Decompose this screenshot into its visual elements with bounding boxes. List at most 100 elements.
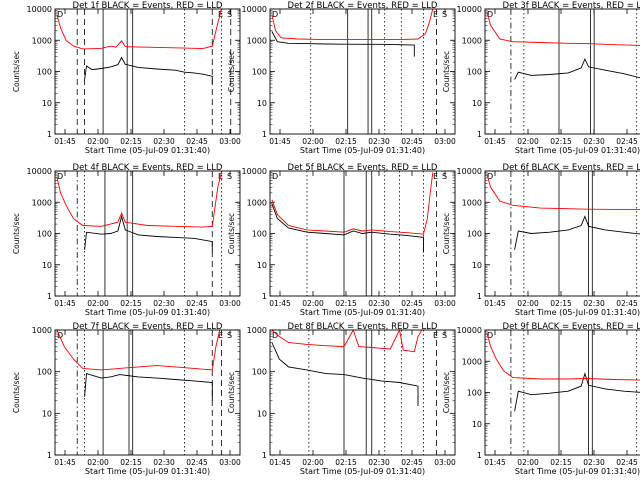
y-tick-label: 1 xyxy=(477,292,482,301)
y-tick-label: 1000 xyxy=(462,198,482,207)
x-tick-label: 02:00 xyxy=(517,458,539,467)
series-events-line xyxy=(514,215,640,250)
chart-title: Det 7f BLACK = Events, RED = LLD xyxy=(73,322,223,332)
series-events-line xyxy=(84,56,213,84)
flag-label: D xyxy=(272,10,278,19)
y-axis-label: Counts/sec xyxy=(442,213,451,254)
x-tick-label: 01:45 xyxy=(269,299,291,308)
y-tick-label: 10000 xyxy=(242,167,267,176)
y-tick-label: 100 xyxy=(37,68,52,77)
x-tick-label: 02:45 xyxy=(616,458,638,467)
x-tick-label: 01:45 xyxy=(484,137,506,146)
x-tick-label: 02:15 xyxy=(335,299,357,308)
x-tick-label: 02:30 xyxy=(368,299,390,308)
chart-title: Det 8f BLACK = Events, RED = LLD xyxy=(288,322,438,332)
x-tick-label: 02:00 xyxy=(87,137,109,146)
series-events-line xyxy=(514,57,640,80)
plot-frame xyxy=(484,170,640,297)
y-axis-label: Counts/sec xyxy=(442,51,451,92)
x-tick-label: 02:45 xyxy=(616,299,638,308)
plot-frame xyxy=(54,329,241,456)
flag-label: S xyxy=(442,331,447,340)
x-tick-label: 02:00 xyxy=(87,458,109,467)
plot-frame xyxy=(54,8,241,135)
x-axis-label: Start Time (05-Jul-09 01:31:40) xyxy=(515,146,640,155)
y-tick-label: 10 xyxy=(472,420,482,429)
y-tick-label: 1000 xyxy=(32,198,52,207)
y-tick-label: 100 xyxy=(467,68,482,77)
x-tick-label: 02:00 xyxy=(517,299,539,308)
x-tick-label: 03:00 xyxy=(434,458,456,467)
y-tick-label: 1000 xyxy=(462,36,482,45)
y-axis-label: Counts/sec xyxy=(12,213,21,254)
series-lld-line xyxy=(486,173,640,211)
x-tick-label: 02:00 xyxy=(302,137,324,146)
y-tick-label: 1 xyxy=(477,130,482,139)
x-tick-label: 02:15 xyxy=(550,137,572,146)
series-lld-line xyxy=(56,172,222,228)
x-tick-label: 01:45 xyxy=(269,458,291,467)
x-tick-label: 01:45 xyxy=(484,299,506,308)
flag-label: E xyxy=(433,10,438,19)
x-tick-label: 02:45 xyxy=(186,299,208,308)
x-tick-label: 02:15 xyxy=(120,458,142,467)
x-tick-label: 02:15 xyxy=(120,299,142,308)
x-tick-label: 02:45 xyxy=(401,137,423,146)
flag-label: E xyxy=(218,331,223,340)
x-tick-label: 03:00 xyxy=(219,137,241,146)
x-tick-label: 02:30 xyxy=(368,458,390,467)
x-tick-label: 02:30 xyxy=(583,299,605,308)
x-axis-label: Start Time (05-Jul-09 01:31:40) xyxy=(300,308,425,317)
x-axis-label: Start Time (05-Jul-09 01:31:40) xyxy=(85,308,210,317)
y-tick-label: 10000 xyxy=(27,5,52,14)
y-axis-label: Counts/sec xyxy=(227,213,236,254)
y-axis-label: Counts/sec xyxy=(227,51,236,92)
y-tick-label: 100 xyxy=(252,68,267,77)
y-axis-label: Counts/sec xyxy=(442,372,451,413)
y-tick-label: 1 xyxy=(262,130,267,139)
x-tick-label: 02:30 xyxy=(583,458,605,467)
y-tick-label: 10 xyxy=(472,99,482,108)
x-tick-label: 02:45 xyxy=(186,458,208,467)
x-tick-label: 02:00 xyxy=(302,299,324,308)
chart-title: Det 3f BLACK = Events, RED = LLD xyxy=(503,1,640,11)
plot-frame xyxy=(269,329,456,456)
series-lld-line xyxy=(486,332,640,381)
y-tick-label: 10 xyxy=(472,261,482,270)
y-tick-label: 10 xyxy=(257,409,267,418)
x-tick-label: 02:00 xyxy=(87,299,109,308)
y-tick-label: 10 xyxy=(257,99,267,108)
x-axis-label: Start Time (05-Jul-09 01:31:40) xyxy=(85,467,210,476)
x-tick-label: 03:00 xyxy=(434,299,456,308)
x-tick-label: 03:00 xyxy=(219,299,241,308)
chart-panel-5: Det 5f BLACK = Events, RED = LLD 1 10 100 10… xyxy=(227,163,456,317)
flag-label: S xyxy=(442,10,447,19)
x-tick-label: 01:45 xyxy=(484,458,506,467)
series-lld-line xyxy=(271,8,434,41)
series-events-line xyxy=(514,372,640,412)
y-tick-label: 10 xyxy=(42,99,52,108)
y-tick-label: 100 xyxy=(467,230,482,239)
chart-title: Det 5f BLACK = Events, RED = LLD xyxy=(288,163,438,173)
y-tick-label: 10 xyxy=(257,261,267,270)
y-tick-label: 10000 xyxy=(27,167,52,176)
y-tick-label: 1 xyxy=(477,451,482,460)
series-events-line xyxy=(271,31,415,57)
y-tick-label: 10000 xyxy=(457,5,482,14)
y-tick-label: 1000 xyxy=(247,198,267,207)
series-events-line xyxy=(84,373,213,401)
x-tick-label: 02:45 xyxy=(401,458,423,467)
y-tick-label: 1 xyxy=(262,451,267,460)
x-tick-label: 02:30 xyxy=(368,137,390,146)
x-tick-label: 02:15 xyxy=(335,137,357,146)
flag-label: D xyxy=(57,10,63,19)
y-tick-label: 1 xyxy=(47,130,52,139)
flag-label: S xyxy=(227,172,232,181)
flag-label: D xyxy=(57,172,63,181)
x-tick-label: 02:15 xyxy=(550,299,572,308)
x-tick-label: 02:45 xyxy=(401,299,423,308)
chart-title: Det 1f BLACK = Events, RED = LLD xyxy=(73,1,223,11)
series-lld-line xyxy=(56,329,221,371)
flag-label: D xyxy=(487,10,493,19)
y-tick-label: 1000 xyxy=(247,326,267,335)
